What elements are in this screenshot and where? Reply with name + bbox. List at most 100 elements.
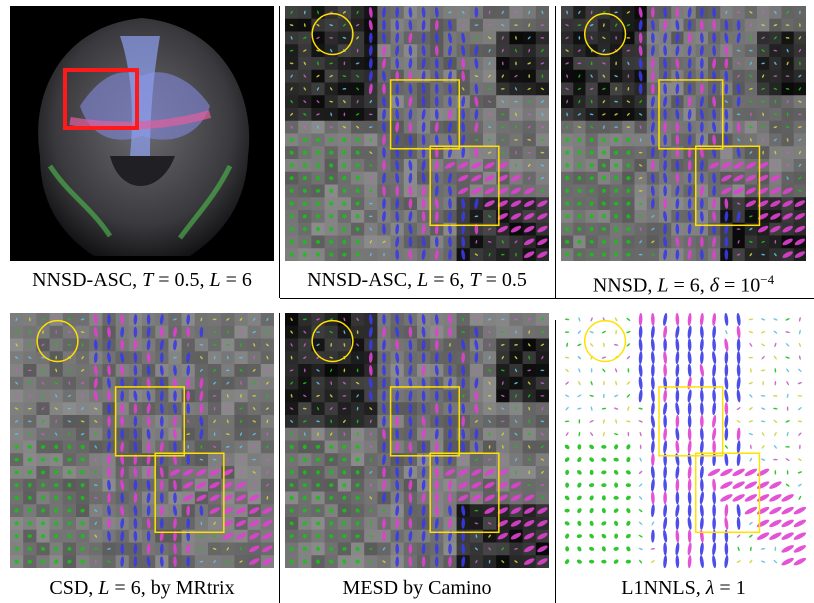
- odf-glyph: [564, 559, 570, 565]
- odf-glyph: [475, 317, 478, 322]
- odf-glyph: [687, 555, 692, 568]
- highlight-box-1: [389, 79, 460, 150]
- odf-glyph: [614, 444, 619, 450]
- odf-glyph: [315, 508, 321, 513]
- odf-glyph: [650, 389, 655, 403]
- odf-glyph: [382, 390, 386, 402]
- odf-glyph: [421, 441, 426, 453]
- odf-glyph: [700, 159, 704, 171]
- odf-glyph: [448, 147, 452, 158]
- odf-glyph: [356, 419, 359, 424]
- odf-glyph: [515, 252, 517, 257]
- odf-glyph: [54, 382, 58, 385]
- odf-glyph: [186, 313, 191, 325]
- odf-glyph: [700, 402, 704, 416]
- odf-glyph: [421, 479, 426, 491]
- odf-glyph: [488, 381, 491, 385]
- odf-glyph: [487, 36, 492, 40]
- odf-glyph: [421, 543, 426, 555]
- odf-glyph: [28, 432, 32, 436]
- odf-glyph: [625, 483, 632, 488]
- odf-glyph: [434, 160, 439, 171]
- odf-glyph: [395, 339, 400, 351]
- odf-glyph: [724, 427, 729, 441]
- odf-glyph: [663, 351, 668, 365]
- odf-glyph: [650, 96, 655, 107]
- odf-glyph: [120, 466, 125, 478]
- odf-glyph: [408, 415, 413, 427]
- odf-glyph: [160, 543, 164, 555]
- odf-glyph: [382, 96, 386, 108]
- odf-glyph: [712, 363, 717, 377]
- odf-glyph: [173, 454, 177, 465]
- odf-glyph: [675, 19, 680, 31]
- odf-glyph: [566, 74, 569, 78]
- odf-glyph: [107, 467, 111, 478]
- odf-glyph: [461, 121, 466, 133]
- odf-glyph: [41, 419, 45, 423]
- odf-glyph: [315, 457, 321, 462]
- odf-glyph: [434, 210, 439, 222]
- odf-glyph: [316, 113, 320, 116]
- odf-glyph: [724, 223, 729, 235]
- odf-glyph: [435, 236, 439, 248]
- odf-glyph: [675, 465, 680, 479]
- odf-glyph: [474, 326, 479, 338]
- odf-glyph: [289, 444, 294, 450]
- odf-glyph: [355, 226, 360, 232]
- odf-glyph: [732, 481, 745, 489]
- odf-glyph: [756, 532, 770, 540]
- odf-glyph: [577, 137, 582, 142]
- odf-glyph: [382, 147, 386, 159]
- odf-glyph: [514, 457, 518, 462]
- odf-glyph: [762, 138, 764, 142]
- odf-glyph: [773, 445, 777, 449]
- odf-glyph: [782, 187, 793, 195]
- odf-glyph: [434, 223, 439, 235]
- odf-glyph: [302, 382, 307, 385]
- odf-glyph: [395, 352, 400, 364]
- odf-glyph: [774, 10, 777, 14]
- odf-glyph: [395, 134, 400, 146]
- odf-glyph: [290, 99, 293, 104]
- odf-glyph: [601, 470, 607, 475]
- odf-glyph: [527, 163, 531, 167]
- odf-glyph: [94, 521, 97, 526]
- odf-glyph: [226, 355, 229, 360]
- odf-glyph: [408, 198, 413, 210]
- odf-glyph: [786, 48, 789, 53]
- odf-glyph: [798, 176, 802, 180]
- odf-glyph: [316, 406, 320, 411]
- odf-glyph: [639, 444, 642, 450]
- glyph-panel-4-svg: [10, 313, 274, 568]
- odf-glyph: [500, 88, 505, 90]
- odf-glyph: [395, 466, 400, 478]
- odf-glyph: [303, 100, 307, 104]
- odf-glyph: [577, 470, 582, 475]
- odf-glyph: [510, 494, 522, 502]
- odf-glyph: [774, 163, 777, 168]
- odf-glyph: [355, 457, 360, 462]
- odf-glyph: [342, 559, 347, 564]
- odf-glyph: [798, 355, 801, 360]
- odf-glyph: [798, 329, 801, 335]
- odf-glyph: [773, 407, 778, 410]
- odf-glyph: [782, 238, 793, 246]
- odf-glyph: [316, 470, 320, 475]
- odf-glyph: [382, 58, 386, 69]
- odf-glyph: [615, 329, 617, 335]
- odf-glyph: [712, 211, 717, 222]
- odf-glyph: [540, 87, 545, 91]
- odf-glyph: [799, 23, 801, 28]
- odf-glyph: [497, 174, 508, 182]
- odf-glyph: [565, 150, 570, 155]
- odf-glyph: [369, 189, 373, 192]
- odf-glyph: [303, 49, 307, 52]
- odf-glyph: [262, 558, 273, 565]
- odf-glyph: [724, 121, 729, 133]
- odf-glyph: [514, 11, 518, 14]
- odf-glyph: [329, 356, 334, 359]
- odf-glyph: [461, 352, 465, 364]
- odf-glyph: [566, 99, 568, 104]
- odf-glyph: [757, 225, 769, 233]
